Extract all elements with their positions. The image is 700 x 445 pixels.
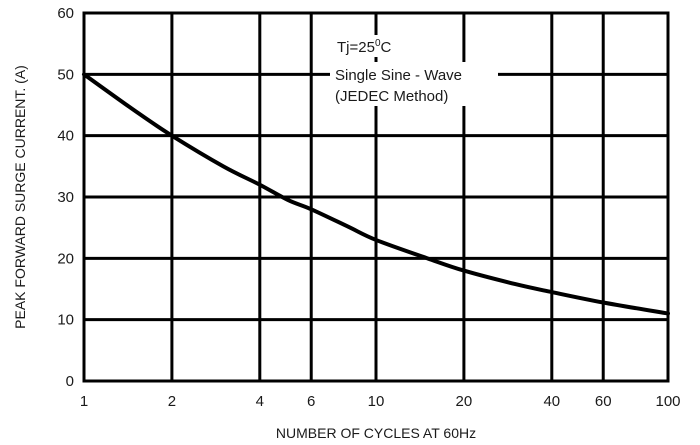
series-line-0 — [82, 72, 670, 316]
annotation-tj-prefix: Tj=25 — [337, 39, 375, 56]
x-tick-label: 4 — [256, 393, 264, 410]
y-tick-label: 0 — [66, 373, 74, 390]
x-tick-label: 20 — [456, 393, 473, 410]
annotation-bg-method — [330, 62, 498, 106]
annotation-tj-unit: C — [381, 39, 392, 56]
x-tick-label: 2 — [168, 393, 176, 410]
x-tick-label: 100 — [655, 393, 680, 410]
annotation-line1: Single Sine - Wave — [335, 67, 462, 84]
y-tick-label: 20 — [57, 250, 74, 267]
x-axis-label: NUMBER OF CYCLES AT 60Hz — [276, 425, 476, 441]
annotation-tj-degree: 0 — [375, 38, 381, 49]
y-tick-label: 60 — [57, 5, 74, 22]
plot-border — [82, 11, 670, 383]
tick-labels: 1 2 4 6 10 20 40 60 100 0 10 20 30 40 50 60 — [57, 5, 680, 410]
y-tick-label: 30 — [57, 189, 74, 206]
plot-frame — [82, 11, 670, 383]
x-tick-label: 10 — [368, 393, 385, 410]
y-tick-label: 10 — [57, 312, 74, 329]
x-tick-label: 40 — [543, 393, 560, 410]
y-tick-label: 50 — [57, 66, 74, 83]
x-tick-label: 60 — [595, 393, 612, 410]
annotation-line2: (JEDEC Method) — [335, 88, 448, 105]
y-axis-label: PEAK FORWARD SURGE CURRENT. (A) — [12, 65, 28, 329]
x-tick-label: 6 — [307, 393, 315, 410]
annotation-bg-tj — [334, 35, 400, 57]
x-tick-label: 1 — [80, 393, 88, 410]
annotation-tj: Tj=250C — [337, 38, 392, 56]
y-tick-label: 40 — [57, 128, 74, 145]
annotations: Tj=250C Single Sine - Wave (JEDEC Method) — [330, 35, 498, 106]
plot-series — [82, 72, 670, 316]
